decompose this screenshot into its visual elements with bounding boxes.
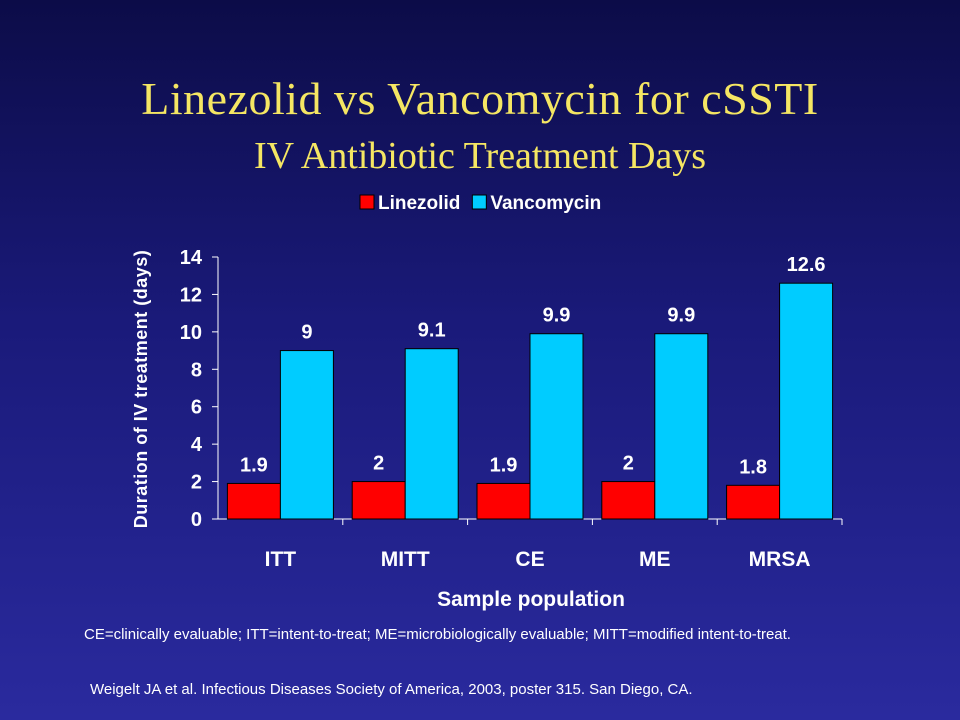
bar-linezolid-mitt <box>351 481 406 520</box>
bar-linezolid-mrsa <box>726 484 781 520</box>
y-axis-title: Duration of IV treatment (days) <box>131 250 151 529</box>
data-label: 1.9 <box>240 454 268 476</box>
x-tick-label: MRSA <box>749 548 811 571</box>
x-tick-label: MITT <box>381 548 430 571</box>
bar-linezolid-itt <box>226 482 281 520</box>
data-label: 9.1 <box>418 320 446 342</box>
bar-vancomycin-mrsa <box>779 282 834 520</box>
x-tick-label: ITT <box>265 548 297 571</box>
bar-linezolid-ce <box>476 482 531 520</box>
x-axis-title: Sample population <box>437 588 625 611</box>
slide-title: Linezolid vs Vancomycin for cSSTI <box>141 73 819 124</box>
bar-vancomycin-me <box>654 333 709 520</box>
y-tick-label: 2 <box>191 472 202 494</box>
data-label: 9.9 <box>667 305 695 327</box>
y-tick-label: 6 <box>191 397 202 419</box>
slide-subtitle: IV Antibiotic Treatment Days <box>253 135 707 177</box>
y-tick-label: 8 <box>191 359 202 381</box>
legend-label-vancomycin: Vancomycin <box>490 193 601 214</box>
bar-vancomycin-ce <box>529 333 584 520</box>
legend-label-linezolid: Linezolid <box>378 193 460 214</box>
y-tick-label: 10 <box>180 322 202 344</box>
y-tick-label: 12 <box>180 284 202 306</box>
data-label: 9.9 <box>543 305 571 327</box>
x-tick-label: ME <box>639 548 671 571</box>
bar-vancomycin-mitt <box>404 348 459 520</box>
data-label: 1.8 <box>739 456 767 478</box>
legend-swatch-vancomycin <box>471 194 487 210</box>
data-label: 2 <box>373 453 384 475</box>
abbreviation-footnote: CE=clinically evaluable; ITT=intent-to-t… <box>84 626 791 643</box>
data-label: 9 <box>301 322 312 344</box>
bar-vancomycin-itt <box>279 350 334 520</box>
y-tick-label: 14 <box>180 247 203 269</box>
x-tick-label: CE <box>515 548 544 571</box>
data-label: 1.9 <box>490 454 518 476</box>
legend-swatch-linezolid <box>359 194 375 210</box>
y-tick-label: 4 <box>191 434 203 456</box>
y-tick-label: 0 <box>191 509 202 531</box>
citation-footnote: Weigelt JA et al. Infectious Diseases So… <box>90 681 693 698</box>
data-label: 2 <box>623 453 634 475</box>
data-label: 12.6 <box>787 254 826 276</box>
bar-linezolid-me <box>601 481 656 520</box>
